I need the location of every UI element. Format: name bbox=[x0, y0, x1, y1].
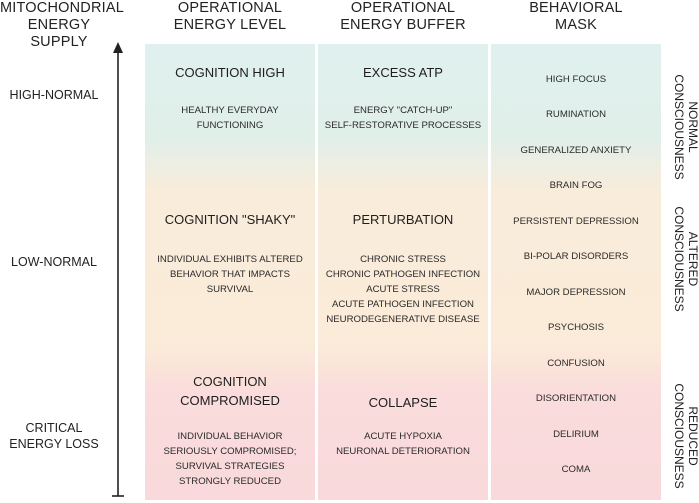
perturbation-description: CHRONIC STRESS CHRONIC PATHOGEN INFECTIO… bbox=[325, 254, 481, 325]
header-mitochondrial-energy-supply: MITOCHONDRIAL ENERGY SUPPLY bbox=[0, 0, 124, 50]
cognition-compromised-title: COGNITION COMPROMISED bbox=[180, 374, 280, 408]
energy-level-panel: COGNITION HIGH HEALTHY EVERYDAY FUNCTION… bbox=[145, 44, 315, 500]
cognition-shaky-title: COGNITION "SHAKY" bbox=[164, 212, 296, 227]
supply-level-high-normal: HIGH-NORMAL bbox=[9, 88, 99, 102]
excess-atp-description: ENERGY "CATCH-UP" SELF-RESTORATIVE PROCE… bbox=[324, 105, 482, 131]
mask-item: DISORIENTATION bbox=[535, 393, 617, 404]
mask-item: RUMINATION bbox=[545, 109, 607, 120]
supply-level-low-normal: LOW-NORMAL bbox=[11, 255, 97, 269]
energy-buffer-panel: EXCESS ATP ENERGY "CATCH-UP" SELF-RESTOR… bbox=[318, 44, 488, 500]
header-behavioral-mask: BEHAVIORAL MASK bbox=[529, 0, 623, 33]
collapse-description: ACUTE HYPOXIA NEURONAL DETERIORATION bbox=[336, 431, 470, 457]
header-operational-energy-buffer: OPERATIONAL ENERGY BUFFER bbox=[340, 0, 466, 33]
cognition-compromised-description: INDIVIDUAL BEHAVIOR SERIOUSLY COMPROMISE… bbox=[163, 431, 297, 487]
excess-atp-title: EXCESS ATP bbox=[363, 65, 443, 80]
perturbation-title: PERTURBATION bbox=[352, 212, 454, 227]
mask-item: HIGH FOCUS bbox=[545, 74, 607, 85]
collapse-title: COLLAPSE bbox=[368, 395, 438, 410]
cognition-high-description: HEALTHY EVERYDAY FUNCTIONING bbox=[181, 105, 279, 131]
header-operational-energy-level: OPERATIONAL ENERGY LEVEL bbox=[173, 0, 287, 33]
normal-consciousness-label: NORMAL CONSCIOUSNESS bbox=[672, 74, 699, 180]
mask-item: CONFUSION bbox=[547, 358, 605, 369]
cognition-high-title: COGNITION HIGH bbox=[175, 65, 285, 80]
mask-item: MAJOR DEPRESSION bbox=[526, 287, 626, 298]
mask-item: BI-POLAR DISORDERS bbox=[523, 251, 629, 262]
mask-item: DELIRIUM bbox=[553, 429, 599, 440]
reduced-consciousness-label: REDUCED CONSCIOUSNESS bbox=[672, 383, 699, 489]
mask-item: GENERALIZED ANXIETY bbox=[520, 145, 632, 156]
mask-item: PERSISTENT DEPRESSION bbox=[513, 216, 639, 227]
mask-item: PSYCHOSIS bbox=[548, 322, 604, 333]
mask-item: BRAIN FOG bbox=[549, 180, 603, 191]
mask-item: COMA bbox=[561, 464, 591, 475]
cognition-shaky-description: INDIVIDUAL EXHIBITS ALTERED BEHAVIOR THA… bbox=[157, 254, 303, 295]
energy-axis-arrow bbox=[112, 42, 124, 497]
behavioral-mask-panel: HIGH FOCUS RUMINATION GENERALIZED ANXIET… bbox=[491, 44, 661, 500]
supply-level-critical-energy-loss: CRITICAL ENERGY LOSS bbox=[9, 421, 99, 451]
altered-consciousness-label: ALTERED CONSCIOUSNESS bbox=[672, 206, 699, 312]
